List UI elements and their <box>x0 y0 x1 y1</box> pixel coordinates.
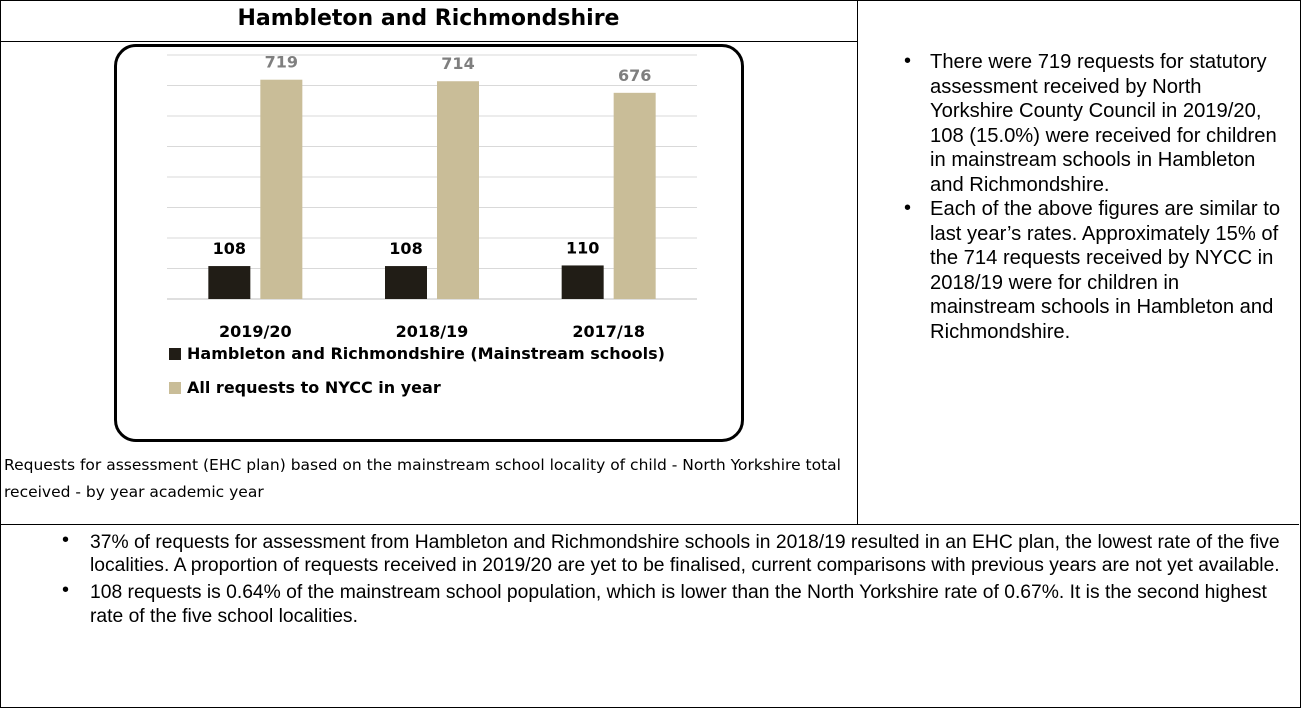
bar-all-requests <box>613 92 656 299</box>
bar-locality <box>208 266 251 299</box>
side-note-text: Each of the above figures are similar to… <box>930 198 1281 343</box>
bottom-note-item: • 37% of requests for assessment from Ham… <box>62 529 1285 577</box>
side-note-text: There were 719 requests for statutory as… <box>930 51 1277 196</box>
chart-title: Hambleton and Richmondshire <box>237 6 620 31</box>
chart-caption: Requests for assessment (EHC plan) based… <box>4 456 841 501</box>
bullet-icon: • <box>62 579 70 602</box>
chart-container: 108 719 2019/20 108 714 2018/19 110 676 2017/18 H… <box>114 44 744 442</box>
data-label: 110 <box>566 238 599 257</box>
bullet-icon: • <box>904 197 912 219</box>
side-notes: • There were 719 requests for statutory a… <box>904 50 1290 344</box>
legend-label: Hambleton and Richmondshire (Mainstream … <box>187 344 665 363</box>
side-note-item: • There were 719 requests for statutory a… <box>904 50 1290 197</box>
bar-locality <box>561 265 604 299</box>
column-divider <box>857 0 858 525</box>
x-tick-label: 2019/20 <box>219 322 292 341</box>
bottom-notes: • 37% of requests for assessment from Ham… <box>62 529 1285 632</box>
legend-swatch <box>169 382 181 394</box>
data-label: 108 <box>213 239 246 258</box>
bar-all-requests <box>260 79 303 299</box>
legend-label: All requests to NYCC in year <box>187 378 441 397</box>
bottom-note-text: 108 requests is 0.64% of the mainstream … <box>90 582 1267 627</box>
title-divider <box>0 41 857 42</box>
legend-swatch <box>169 348 181 360</box>
section-divider <box>0 524 1299 525</box>
side-note-item: • Each of the above figures are similar t… <box>904 197 1290 344</box>
data-label: 719 <box>265 53 298 72</box>
bar-locality <box>385 266 427 299</box>
bar-chart: 108 719 2019/20 108 714 2018/19 110 676 2017/18 H… <box>167 53 697 397</box>
bottom-note-item: • 108 requests is 0.64% of the mainstream… <box>62 579 1285 627</box>
bullet-icon: • <box>62 529 70 551</box>
data-label: 714 <box>441 54 474 73</box>
bar-all-requests <box>437 81 479 299</box>
x-tick-label: 2017/18 <box>572 322 645 341</box>
data-label: 676 <box>618 66 651 85</box>
x-tick-label: 2018/19 <box>396 322 469 341</box>
data-label: 108 <box>389 239 422 258</box>
bottom-note-text: 37% of requests for assessment from Hamb… <box>90 532 1280 577</box>
bullet-icon: • <box>904 50 912 72</box>
